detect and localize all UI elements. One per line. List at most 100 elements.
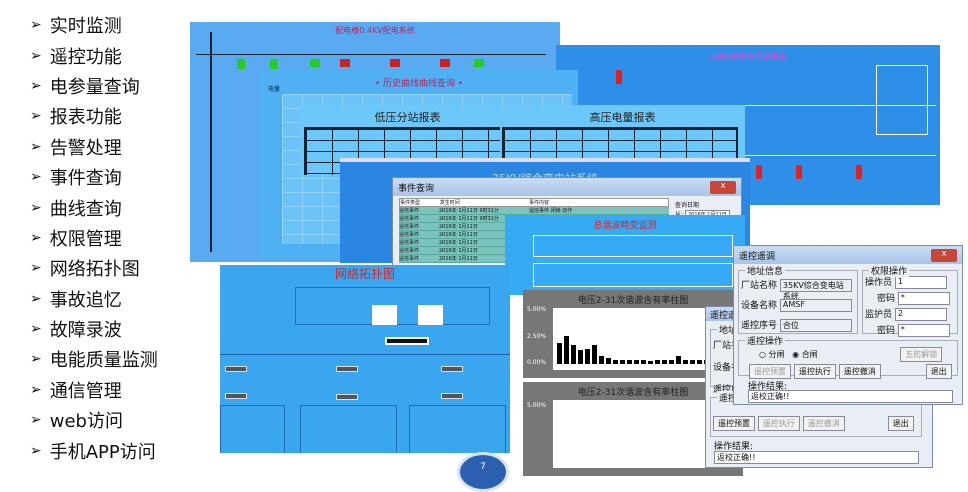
- y-tick: 0.00%: [527, 359, 547, 366]
- arrow-right-icon: ➢: [30, 108, 42, 125]
- arrow-right-icon: ➢: [30, 442, 42, 459]
- chart-bar: [690, 359, 695, 364]
- feature-item: ➢ 网络拓扑图: [30, 253, 158, 283]
- y-tick: 5.00%: [527, 402, 547, 409]
- operator-select[interactable]: 1: [894, 276, 947, 289]
- seq-label: 遥控序号: [741, 321, 778, 331]
- result-field: 返校正确!!: [748, 390, 953, 403]
- feature-list: ➢ 实时监测 ➢ 遥控功能 ➢ 电参量查询 ➢ 报表功能 ➢ 告警处理 ➢ 事件查询 ➢ 曲线查询 ➢ 权限管…: [30, 10, 158, 466]
- feature-label: 故障录波: [49, 320, 122, 342]
- result-field: 返校正确!!: [714, 451, 919, 464]
- cancel-button[interactable]: 遥控撤消: [802, 416, 845, 431]
- feature-item: ➢ 通信管理: [30, 375, 158, 405]
- operator-password-input[interactable]: *: [897, 292, 950, 305]
- device-label: 设备名: [713, 363, 741, 373]
- table-cell: 遥信事件: [399, 240, 420, 246]
- exit-button[interactable]: 退出: [887, 416, 914, 431]
- execute-button[interactable]: 遥控执行: [757, 416, 800, 431]
- table-cell: 2016年 1月11日: [439, 248, 478, 254]
- feature-item: ➢ 曲线查询: [30, 192, 158, 222]
- chart-bar: [592, 345, 597, 364]
- chart-bar: [606, 357, 611, 364]
- guardian-password-input[interactable]: *: [897, 324, 950, 337]
- query-date-label: 查询日期: [675, 202, 700, 209]
- arrow-right-icon: ➢: [30, 260, 42, 277]
- y-axis-label: 电量: [268, 86, 281, 93]
- close-button[interactable]: x: [931, 249, 957, 262]
- execute-button[interactable]: 遥控执行: [793, 364, 836, 379]
- feature-label: 手机APP访问: [49, 441, 156, 463]
- table-cell: 遥信事件: [399, 208, 420, 214]
- close-radio[interactable]: 合闸: [801, 350, 818, 359]
- table-cell: 2016年 1月11日: [439, 232, 478, 238]
- chart-bar: [648, 360, 653, 364]
- panel-title: 35KV综合变电站系统: [709, 52, 787, 61]
- feature-item: ➢ web访问: [30, 405, 158, 435]
- chart-bar: [676, 355, 681, 364]
- chart-bar: [683, 359, 688, 364]
- arrow-right-icon: ➢: [30, 138, 42, 155]
- chart-bar: [662, 359, 667, 364]
- column-header[interactable]: 事件内容: [529, 200, 550, 206]
- chart-bar: [641, 359, 646, 364]
- table-cell: 2016年 1月11日: [439, 224, 478, 230]
- feature-label: 曲线查询: [49, 198, 122, 220]
- table-row[interactable]: 遥信事件 2016年 1月11日 9时31分 遥信事件 闭锁 动作: [399, 207, 669, 215]
- panel-title: 网络拓扑图: [334, 267, 395, 281]
- panel-title: 低压分站报表: [374, 111, 441, 124]
- arrow-right-icon: ➢: [30, 351, 42, 368]
- table-cell: 2016年 1月11日 9时31分: [439, 208, 499, 214]
- chart-title: 电压2-31次谐波含有率柱图: [577, 388, 689, 398]
- feature-item: ➢ 事件查询: [30, 162, 158, 192]
- panel-harmonic-monitoring: 总谐波畸变监测: [505, 215, 745, 295]
- table-cell: 遥信事件 闭锁 动作: [529, 208, 573, 214]
- arrow-right-icon: ➢: [30, 290, 42, 307]
- column-header[interactable]: 事件类型: [400, 200, 421, 206]
- feature-label: 实时监测: [49, 16, 122, 38]
- window-title: 遥控遥调: [739, 252, 776, 262]
- feature-item: ➢ 电能质量监测: [30, 344, 158, 374]
- feature-label: 报表功能: [49, 107, 122, 129]
- chart-bar: [697, 359, 702, 364]
- close-button[interactable]: x: [710, 181, 736, 194]
- arrow-right-icon: ➢: [30, 169, 42, 186]
- column-header[interactable]: 发生时间: [439, 200, 460, 206]
- open-radio[interactable]: 分闸: [768, 350, 785, 359]
- cancel-button[interactable]: 遥控撤消: [838, 364, 881, 379]
- feature-label: 事件查询: [49, 168, 122, 190]
- arrow-right-icon: ➢: [30, 381, 42, 398]
- feature-item: ➢ 告警处理: [30, 132, 158, 162]
- guardian-select[interactable]: 2: [894, 308, 947, 321]
- group-label: 权限操作: [869, 264, 910, 277]
- panel-title: 高压电量报表: [589, 111, 656, 124]
- chart-bar: [627, 359, 632, 364]
- chart-bar: [669, 359, 674, 364]
- device-field: AMSF: [779, 299, 852, 312]
- seq-label: 遥控序: [713, 385, 741, 395]
- preset-button[interactable]: 遥控预置: [713, 416, 755, 431]
- chart-bar: [620, 359, 625, 364]
- feature-label: web访问: [49, 411, 123, 433]
- chart-bar: [599, 355, 604, 364]
- station-label: 厂站名称: [741, 281, 778, 291]
- unlock-button[interactable]: 五防解锁: [900, 347, 943, 362]
- preset-button[interactable]: 遥控预置: [749, 364, 791, 379]
- chart-title: 电压2-31次谐波含有率柱图: [577, 296, 689, 306]
- chart-bar: [634, 359, 639, 364]
- arrow-right-icon: ➢: [30, 77, 42, 94]
- feature-item: ➢ 事故追忆: [30, 284, 158, 314]
- from-label: 从:: [675, 211, 683, 218]
- device-label: 设备名称: [741, 301, 778, 311]
- result-label: 操作结果:: [748, 382, 788, 392]
- exit-button[interactable]: 退出: [925, 364, 952, 379]
- y-tick: 5.00%: [527, 306, 547, 313]
- arrow-right-icon: ➢: [30, 17, 42, 34]
- chart-bar: [655, 359, 660, 364]
- guardian-label: 监护员: [865, 310, 893, 320]
- chart-bar: [585, 349, 590, 364]
- table-cell: 遥信事件: [399, 232, 420, 238]
- table-cell: 遥信事件: [399, 224, 420, 230]
- feature-item: ➢ 权限管理: [30, 223, 158, 253]
- feature-label: 电参量查询: [49, 76, 140, 98]
- feature-item: ➢ 电参量查询: [30, 71, 158, 101]
